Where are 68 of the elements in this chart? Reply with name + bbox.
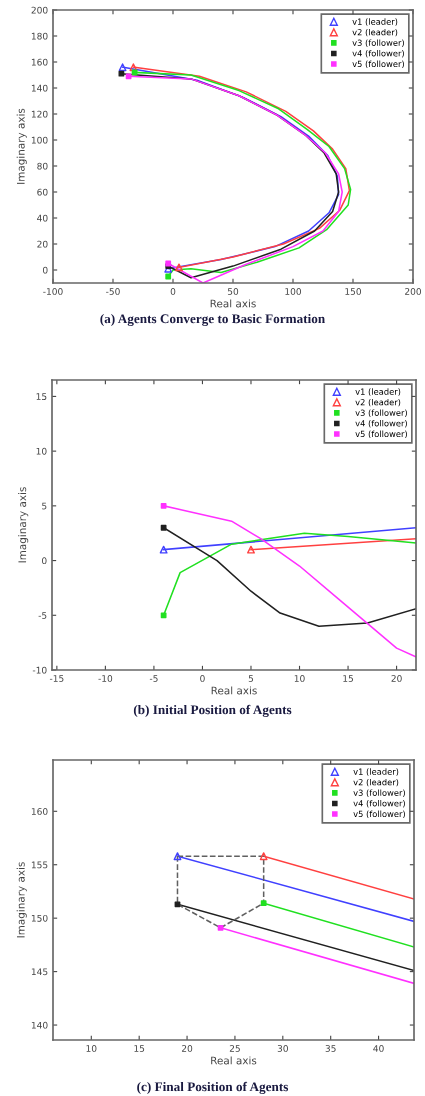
text: (c) Final Position of Agents [137,1081,289,1094]
x-tick-label: 15 [343,675,354,682]
x-tick-label: 20 [391,675,402,682]
y-tick-label: 200 [31,6,48,14]
x-tick-label: 25 [229,1045,240,1052]
x-tick-label: -5 [149,675,158,682]
y-tick-label: 5 [42,502,47,510]
legend-label: v3 (follower) [353,789,405,797]
text: (b) Initial Position of Agents [133,704,292,717]
x-tick-label: 35 [325,1045,336,1052]
legend-label: v2 (leader) [355,398,401,407]
y-tick-label: 140 [31,1021,48,1029]
x-tick-label: 100 [285,288,302,295]
y-tick-label: 80 [37,162,48,170]
x-axis-title: Real axis [210,299,256,308]
legend-label: v1 (leader) [352,18,398,26]
x-axis-title: Real axis [211,1056,257,1065]
legend-label: v4 (follower) [355,420,407,428]
x-tick-label: -15 [49,675,64,682]
x-tick-label: 0 [170,288,176,295]
legend-label: v2 (leader) [352,28,398,37]
legend-label: v3 (follower) [352,39,404,47]
legend-label: v5 (follower) [355,430,407,439]
legend-label: v1 (leader) [353,768,399,776]
x-tick-label: 0 [200,675,205,682]
y-tick-label: 145 [31,968,48,976]
y-tick-label: 10 [36,447,47,455]
x-tick-label: 15 [134,1045,145,1052]
x-tick-label: 20 [181,1045,193,1052]
legend-label: v2 (leader) [353,778,399,787]
y-tick-label: 0 [41,557,47,565]
y-tick-label: 150 [31,914,48,922]
x-tick-label: 5 [248,675,254,682]
y-tick-label: 60 [37,188,48,196]
y-axis-title: Imaginary axis [16,108,27,184]
legend-label: v5 (follower) [353,810,405,819]
x-tick-label: -50 [106,288,120,295]
y-tick-label: 160 [31,58,48,66]
y-axis-title: Imaginary axis [18,487,29,563]
x-tick-label: -10 [98,675,113,682]
y-axis-title: Imaginary axis [16,862,27,938]
legend-label: v1 (leader) [355,388,401,396]
x-tick-label: -100 [43,288,63,295]
x-tick-label: 200 [405,288,422,295]
legend-label: v4 (follower) [352,50,404,58]
x-tick-label: 40 [373,1045,384,1052]
y-tick-label: 160 [31,808,48,815]
y-tick-label: 0 [42,266,48,274]
y-tick-label: 40 [37,214,48,222]
y-tick-label: -5 [38,612,47,619]
x-axis-title: Real axis [211,686,257,695]
y-tick-label: 15 [36,393,47,400]
legend-label: v4 (follower) [353,800,405,808]
text: (a) Agents Converge to Basic Formation [100,313,325,326]
y-tick-label: 180 [31,32,48,40]
y-tick-label: 20 [37,240,48,248]
y-tick-label: -10 [32,666,47,674]
x-tick-label: 10 [294,675,305,682]
y-tick-label: 120 [31,110,48,118]
y-tick-label: 155 [31,861,48,869]
x-tick-label: 10 [86,1045,97,1052]
y-tick-label: 140 [31,84,48,92]
y-tick-label: 100 [31,136,48,144]
legend-label: v3 (follower) [355,409,407,417]
x-tick-label: 30 [277,1045,288,1052]
x-tick-label: 150 [345,288,362,295]
x-tick-label: 50 [227,288,239,295]
legend-label: v5 (follower) [352,60,404,69]
